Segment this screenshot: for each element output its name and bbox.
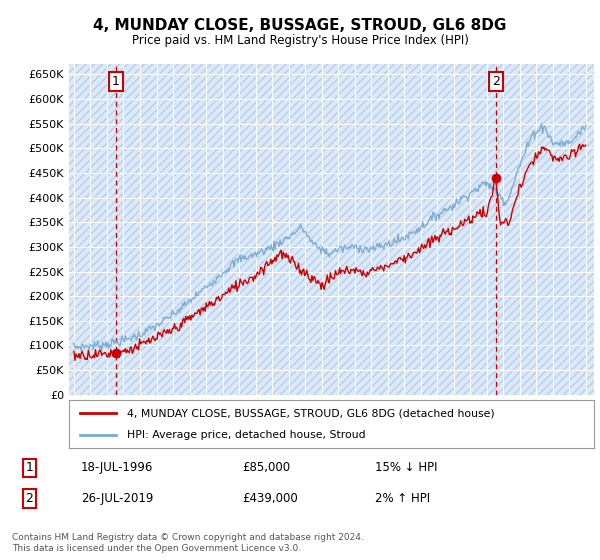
Text: Contains HM Land Registry data © Crown copyright and database right 2024.
This d: Contains HM Land Registry data © Crown c… [12,534,364,553]
Text: 15% ↓ HPI: 15% ↓ HPI [375,461,437,474]
Text: 26-JUL-2019: 26-JUL-2019 [81,492,154,505]
Text: 2: 2 [491,75,500,88]
Text: £85,000: £85,000 [242,461,290,474]
Text: 18-JUL-1996: 18-JUL-1996 [81,461,154,474]
Text: 1: 1 [25,461,33,474]
Text: HPI: Average price, detached house, Stroud: HPI: Average price, detached house, Stro… [127,430,365,440]
Text: 4, MUNDAY CLOSE, BUSSAGE, STROUD, GL6 8DG: 4, MUNDAY CLOSE, BUSSAGE, STROUD, GL6 8D… [94,18,506,32]
Text: £439,000: £439,000 [242,492,298,505]
Text: 1: 1 [112,75,120,88]
Text: 4, MUNDAY CLOSE, BUSSAGE, STROUD, GL6 8DG (detached house): 4, MUNDAY CLOSE, BUSSAGE, STROUD, GL6 8D… [127,408,494,418]
Text: 2: 2 [25,492,33,505]
Text: Price paid vs. HM Land Registry's House Price Index (HPI): Price paid vs. HM Land Registry's House … [131,34,469,47]
Text: 2% ↑ HPI: 2% ↑ HPI [375,492,430,505]
